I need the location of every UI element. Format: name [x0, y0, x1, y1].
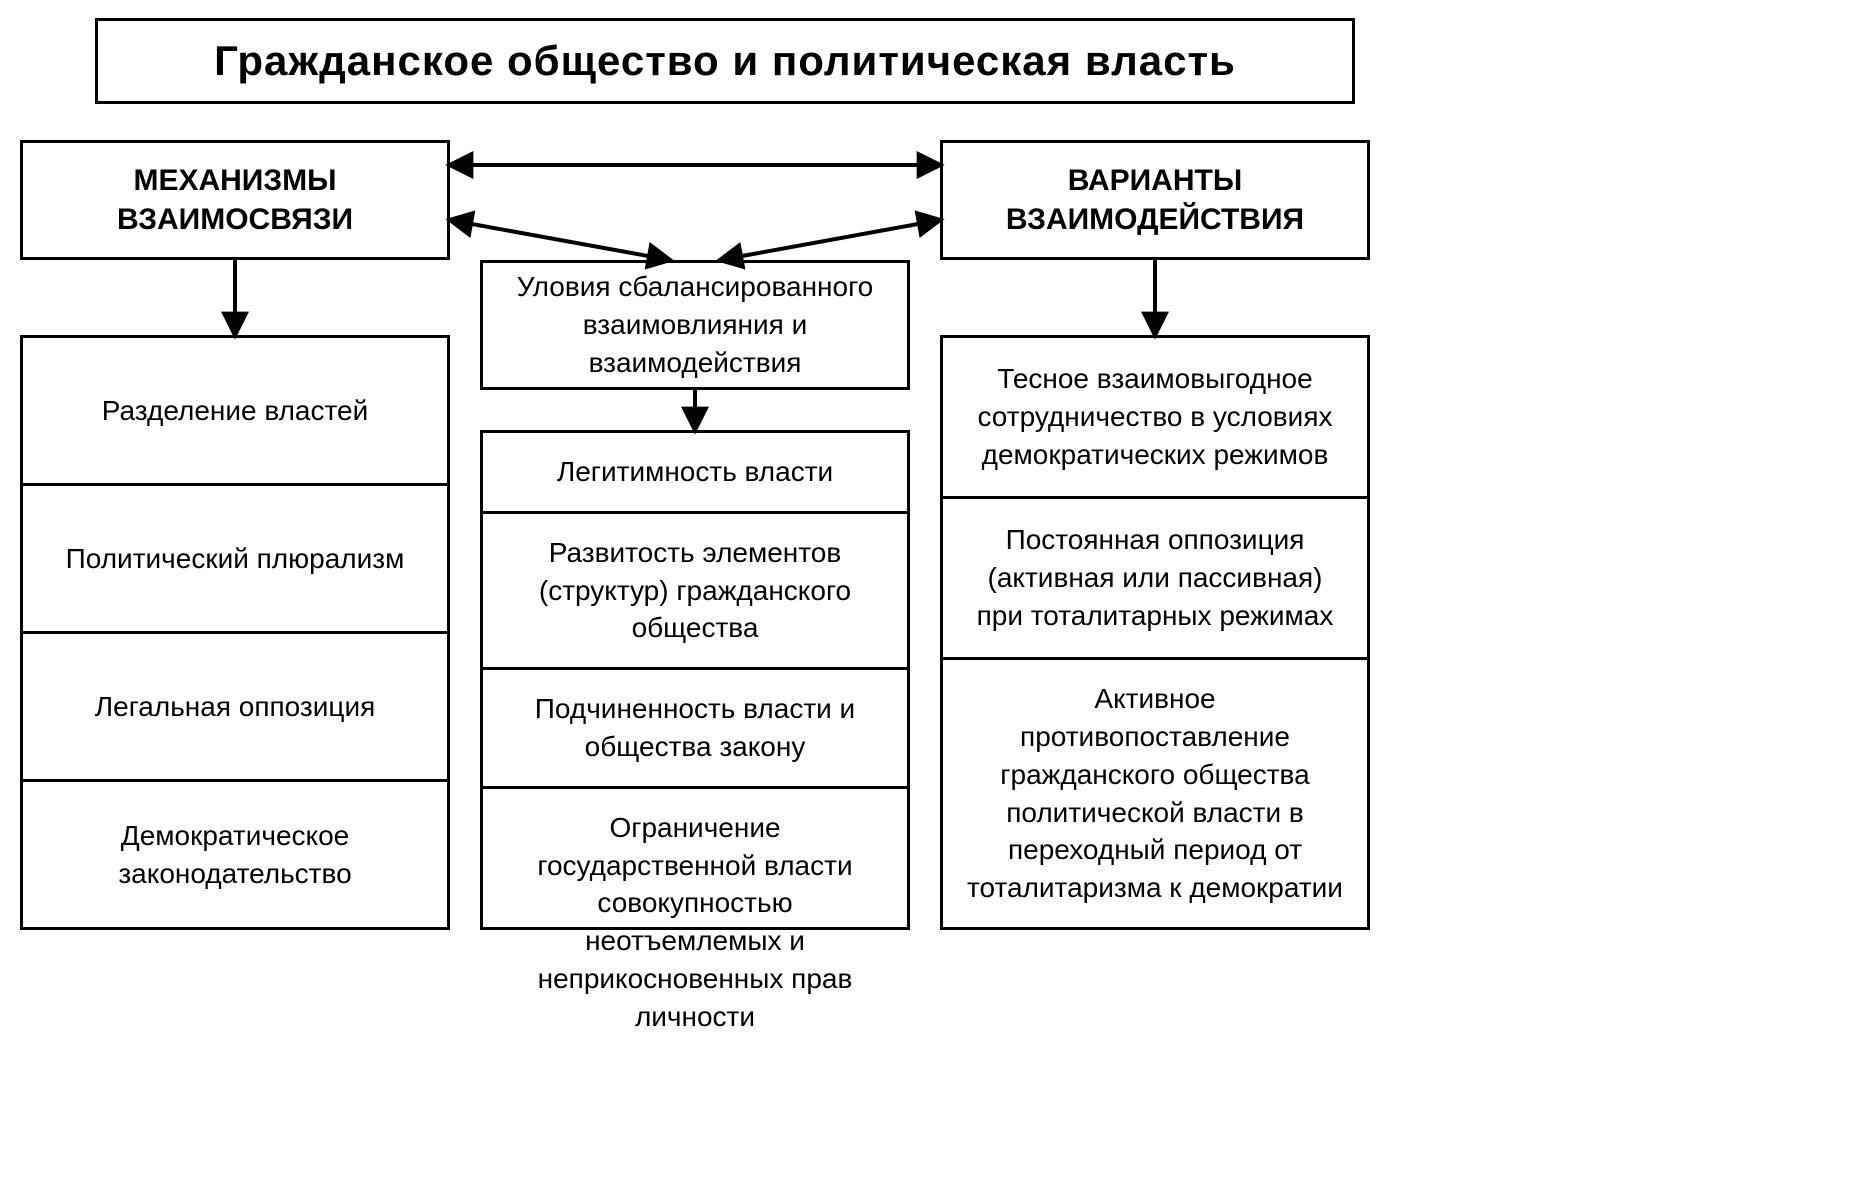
right-stack: Тесное взаимовыгодное сотрудничество в у…	[940, 335, 1370, 930]
left-header: МЕХАНИЗМЫ ВЗАИМОСВЯЗИ	[20, 140, 450, 260]
edge-left-to-center	[450, 220, 670, 260]
right-header-line2: ВЗАИМОДЕЙСТВИЯ	[1006, 200, 1304, 239]
right-item-0: Тесное взаимовыгодное сотрудничество в у…	[943, 338, 1367, 499]
left-header-line2: ВЗАИМОСВЯЗИ	[117, 200, 353, 239]
diagram-title: Гражданское общество и политическая влас…	[95, 18, 1355, 104]
left-item-2: Легальная оппозиция	[23, 634, 447, 782]
center-header-text: Уловия сбалансированного взаимовлияния и…	[503, 268, 887, 381]
right-item-1: Постоянная оппозиция (активная или пасси…	[943, 499, 1367, 660]
center-item-3: Ограничение государственной власти совок…	[483, 789, 907, 1056]
center-item-0: Легитимность власти	[483, 433, 907, 514]
right-header: ВАРИАНТЫ ВЗАИМОДЕЙСТВИЯ	[940, 140, 1370, 260]
left-item-3: Демократическое законодательство	[23, 782, 447, 927]
left-item-0: Разделение властей	[23, 338, 447, 486]
left-item-1: Политический плюрализм	[23, 486, 447, 634]
right-header-line1: ВАРИАНТЫ	[1006, 161, 1304, 200]
left-header-line1: МЕХАНИЗМЫ	[117, 161, 353, 200]
title-text: Гражданское общество и политическая влас…	[214, 37, 1236, 85]
right-item-2: Активное противопоставление гражданского…	[943, 660, 1367, 927]
center-item-1: Развитость элементов (структур) гражданс…	[483, 514, 907, 670]
center-item-2: Подчиненность власти и общества закону	[483, 670, 907, 789]
left-stack: Разделение властей Политический плюрализ…	[20, 335, 450, 930]
center-header: Уловия сбалансированного взаимовлияния и…	[480, 260, 910, 390]
center-stack: Легитимность власти Развитость элементов…	[480, 430, 910, 930]
edge-right-to-center	[720, 220, 940, 260]
